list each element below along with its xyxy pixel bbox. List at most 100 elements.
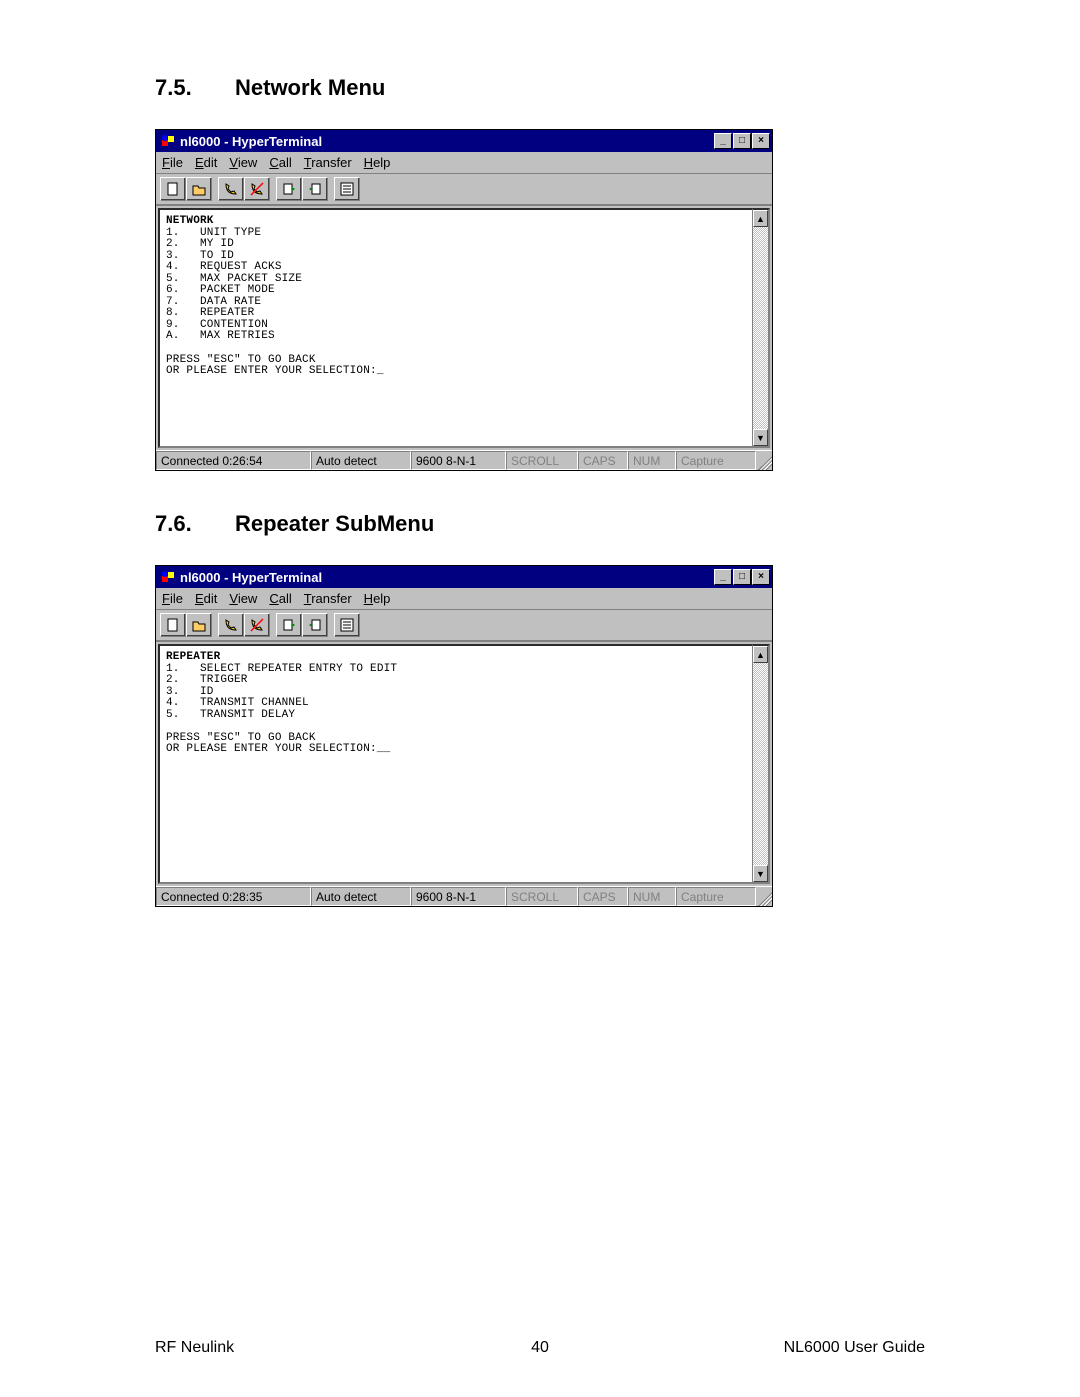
scrollbar[interactable]: ▲ ▼ <box>752 208 770 448</box>
section-heading-7-5: 7.5.Network Menu <box>155 75 925 101</box>
titlebar[interactable]: nl6000 - HyperTerminal _ □ × <box>156 566 772 588</box>
footer-right: NL6000 User Guide <box>784 1339 925 1357</box>
menu-edit[interactable]: Edit <box>195 155 217 170</box>
menubar: File Edit View Call Transfer Help <box>156 152 772 174</box>
titlebar[interactable]: nl6000 - HyperTerminal _ □ × <box>156 130 772 152</box>
section-title: Network Menu <box>235 75 385 100</box>
menu-edit[interactable]: Edit <box>195 591 217 606</box>
terminal-line: 8. REPEATER <box>166 307 254 319</box>
scroll-up-icon[interactable]: ▲ <box>753 210 768 227</box>
footer-page-number: 40 <box>531 1339 549 1357</box>
app-icon <box>160 569 176 585</box>
section-heading-7-6: 7.6.Repeater SubMenu <box>155 511 925 537</box>
menu-call[interactable]: Call <box>269 591 291 606</box>
minimize-button[interactable]: _ <box>714 133 732 149</box>
terminal-line: OR PLEASE ENTER YOUR SELECTION:_ <box>166 365 384 377</box>
receive-icon[interactable] <box>302 177 328 201</box>
status-capture: Capture <box>676 887 756 906</box>
status-serial: 9600 8-N-1 <box>411 887 506 906</box>
terminal-line: 4. TRANSMIT CHANNEL <box>166 697 309 709</box>
status-scroll: SCROLL <box>506 887 578 906</box>
properties-icon[interactable] <box>334 177 360 201</box>
status-num: NUM <box>628 451 676 470</box>
terminal-line: PRESS "ESC" TO GO BACK <box>166 354 316 366</box>
window-title: nl6000 - HyperTerminal <box>180 134 713 149</box>
call-icon[interactable] <box>218 177 244 201</box>
terminal-header: REPEATER <box>166 651 220 663</box>
terminal-line: 9. CONTENTION <box>166 319 268 331</box>
status-detect: Auto detect <box>311 887 411 906</box>
status-serial: 9600 8-N-1 <box>411 451 506 470</box>
terminal-line: 7. DATA RATE <box>166 296 261 308</box>
resize-grip-icon[interactable] <box>756 887 772 906</box>
scrollbar[interactable]: ▲ ▼ <box>752 644 770 884</box>
status-capture: Capture <box>676 451 756 470</box>
terminal-line: 1. UNIT TYPE <box>166 227 261 239</box>
terminal-line: 2. TRIGGER <box>166 674 248 686</box>
status-caps: CAPS <box>578 887 628 906</box>
new-icon[interactable] <box>160 177 186 201</box>
menu-transfer[interactable]: Transfer <box>304 591 352 606</box>
resize-grip-icon[interactable] <box>756 451 772 470</box>
terminal-line: 5. TRANSMIT DELAY <box>166 709 295 721</box>
status-connection: Connected 0:26:54 <box>156 451 311 470</box>
statusbar: Connected 0:26:54 Auto detect 9600 8-N-1… <box>156 450 772 470</box>
terminal-header: NETWORK <box>166 215 214 227</box>
new-icon[interactable] <box>160 613 186 637</box>
status-num: NUM <box>628 887 676 906</box>
send-icon[interactable] <box>276 177 302 201</box>
properties-icon[interactable] <box>334 613 360 637</box>
open-icon[interactable] <box>186 613 212 637</box>
terminal-line: 4. REQUEST ACKS <box>166 261 282 273</box>
menu-call[interactable]: Call <box>269 155 291 170</box>
scroll-track[interactable] <box>753 227 768 429</box>
menu-view[interactable]: View <box>229 155 257 170</box>
terminal-line: PRESS "ESC" TO GO BACK <box>166 732 316 744</box>
statusbar: Connected 0:28:35 Auto detect 9600 8-N-1… <box>156 886 772 906</box>
hangup-icon[interactable] <box>244 613 270 637</box>
menubar: File Edit View Call Transfer Help <box>156 588 772 610</box>
terminal-line: OR PLEASE ENTER YOUR SELECTION:__ <box>166 743 390 755</box>
terminal-line: A. MAX RETRIES <box>166 330 275 342</box>
section-num: 7.6. <box>155 511 235 537</box>
terminal-line: 6. PACKET MODE <box>166 284 275 296</box>
maximize-button[interactable]: □ <box>733 133 751 149</box>
close-button[interactable]: × <box>752 569 770 585</box>
close-button[interactable]: × <box>752 133 770 149</box>
app-icon <box>160 133 176 149</box>
terminal-area[interactable]: NETWORK 1. UNIT TYPE 2. MY ID 3. TO ID 4… <box>158 208 752 448</box>
hyperterminal-window-repeater: nl6000 - HyperTerminal _ □ × File Edit V… <box>155 565 773 907</box>
open-icon[interactable] <box>186 177 212 201</box>
toolbar <box>156 610 772 641</box>
section-title: Repeater SubMenu <box>235 511 434 536</box>
send-icon[interactable] <box>276 613 302 637</box>
terminal-area[interactable]: REPEATER 1. SELECT REPEATER ENTRY TO EDI… <box>158 644 752 884</box>
menu-file[interactable]: File <box>162 591 183 606</box>
scroll-down-icon[interactable]: ▼ <box>753 429 768 446</box>
window-title: nl6000 - HyperTerminal <box>180 570 713 585</box>
toolbar <box>156 174 772 205</box>
scroll-down-icon[interactable]: ▼ <box>753 865 768 882</box>
status-caps: CAPS <box>578 451 628 470</box>
terminal-line: 2. MY ID <box>166 238 234 250</box>
maximize-button[interactable]: □ <box>733 569 751 585</box>
menu-file[interactable]: File <box>162 155 183 170</box>
hangup-icon[interactable] <box>244 177 270 201</box>
status-detect: Auto detect <box>311 451 411 470</box>
receive-icon[interactable] <box>302 613 328 637</box>
terminal-line: 3. TO ID <box>166 250 234 262</box>
footer-left: RF Neulink <box>155 1339 234 1357</box>
terminal-line: 3. ID <box>166 686 214 698</box>
minimize-button[interactable]: _ <box>714 569 732 585</box>
menu-help[interactable]: Help <box>364 591 391 606</box>
call-icon[interactable] <box>218 613 244 637</box>
menu-view[interactable]: View <box>229 591 257 606</box>
scroll-up-icon[interactable]: ▲ <box>753 646 768 663</box>
section-num: 7.5. <box>155 75 235 101</box>
menu-transfer[interactable]: Transfer <box>304 155 352 170</box>
status-connection: Connected 0:28:35 <box>156 887 311 906</box>
terminal-line: 5. MAX PACKET SIZE <box>166 273 302 285</box>
scroll-track[interactable] <box>753 663 768 865</box>
status-scroll: SCROLL <box>506 451 578 470</box>
menu-help[interactable]: Help <box>364 155 391 170</box>
